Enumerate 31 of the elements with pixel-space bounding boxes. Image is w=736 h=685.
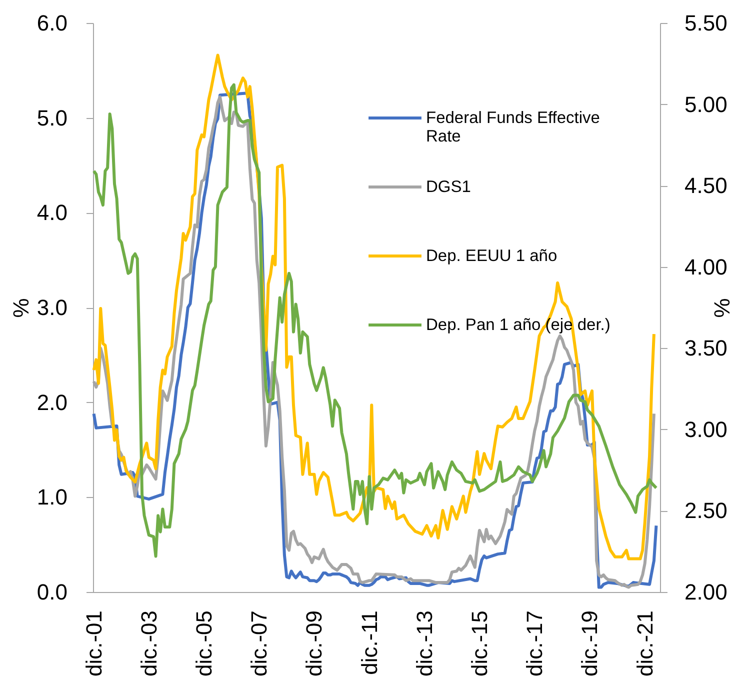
x-tick-label: dic.-17 <box>522 610 548 677</box>
y2-tick-label: 4.50 <box>684 173 728 198</box>
y2-axis-title: % <box>710 298 734 318</box>
y-tick-label: 1.0 <box>36 484 68 510</box>
x-tick-label: dic.-19 <box>577 610 602 677</box>
y-tick-label: 5.0 <box>36 105 68 130</box>
y2-tick-label: 2.50 <box>684 498 728 524</box>
y-tick-label: 2.0 <box>36 390 68 415</box>
x-tick-label: dic.-03 <box>136 610 162 677</box>
y-tick-label: 0.0 <box>36 580 68 604</box>
y2-tick-label: 5.50 <box>684 10 728 36</box>
y2-tick-label: 3.00 <box>684 416 728 442</box>
y-tick-label: 3.0 <box>36 295 68 320</box>
y-tick-label: 4.0 <box>36 200 68 226</box>
x-tick-label: dic.-01 <box>81 610 106 677</box>
legend-label: Dep. EEUU 1 año <box>426 247 558 265</box>
legend-label: Federal Funds Effective Rate <box>426 109 600 146</box>
x-tick-label: dic.-13 <box>412 610 437 677</box>
y2-tick-label: 5.00 <box>684 92 728 117</box>
x-tick-label: dic.-07 <box>246 610 272 677</box>
x-tick-label: dic.-05 <box>192 610 217 677</box>
x-tick-label: dic.-09 <box>302 610 327 677</box>
legend-label: DGS1 <box>426 178 471 196</box>
y2-tick-label: 2.00 <box>684 580 728 604</box>
x-tick-label: dic.-15 <box>467 610 492 677</box>
y2-tick-label: 3.50 <box>684 336 728 361</box>
x-tick-label: dic.-11 <box>356 610 382 675</box>
y-axis-title: % <box>8 298 34 318</box>
y-tick-label: 6.0 <box>36 10 68 36</box>
x-tick-label: dic.-21 <box>632 610 658 677</box>
y2-tick-label: 4.00 <box>684 254 728 280</box>
